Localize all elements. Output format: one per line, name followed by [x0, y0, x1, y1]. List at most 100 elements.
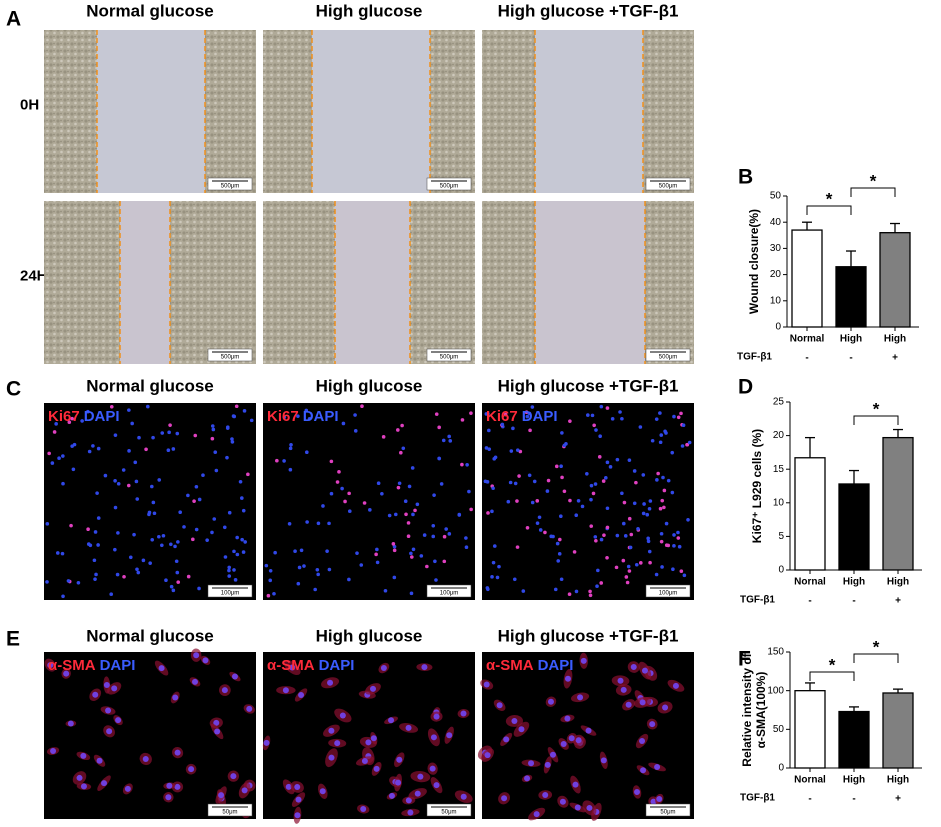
nucleus — [212, 517, 217, 521]
micrograph — [263, 652, 475, 819]
y-tick-label: 150 — [767, 647, 784, 658]
nucleus — [374, 552, 378, 557]
nucleus — [400, 423, 404, 428]
nucleus — [496, 702, 503, 709]
nucleus — [396, 756, 403, 763]
nucleus — [559, 514, 563, 519]
nucleus — [67, 720, 74, 727]
y-tick-label: 50 — [773, 724, 785, 735]
nucleus — [568, 498, 572, 503]
nucleus — [268, 578, 273, 583]
stain-label: Ki67 DAPI — [48, 408, 120, 425]
nucleus — [235, 535, 239, 540]
nucleus — [486, 587, 490, 592]
nucleus — [634, 788, 641, 795]
nucleus — [484, 446, 489, 450]
nucleus — [599, 404, 604, 409]
nucleus — [567, 592, 572, 597]
nucleus — [535, 521, 540, 525]
nucleus — [113, 505, 118, 510]
nucleus — [178, 510, 182, 515]
nucleus — [115, 572, 120, 577]
nucleus — [487, 447, 492, 451]
nucleus — [106, 728, 113, 735]
y-tick-label: 15 — [773, 464, 785, 475]
nucleus — [411, 547, 416, 552]
nucleus — [161, 533, 166, 538]
stain-dapi: DAPI — [522, 408, 558, 425]
stain-label: α-SMA DAPI — [486, 657, 573, 674]
nucleus — [560, 431, 564, 435]
nucleus — [142, 755, 149, 762]
nucleus — [564, 442, 568, 446]
nucleus — [294, 812, 301, 819]
nucleus — [293, 549, 297, 554]
nucleus — [321, 504, 325, 508]
nucleus — [595, 584, 599, 589]
nucleus — [341, 421, 346, 426]
treatment-label: TGF-β1 — [740, 595, 775, 606]
nucleus — [302, 564, 306, 568]
nucleus — [174, 749, 181, 756]
nucleus — [193, 433, 198, 438]
nucleus — [273, 550, 277, 555]
nucleus — [362, 501, 367, 505]
scale-bar-label: 500μm — [440, 355, 458, 361]
nucleus — [109, 404, 114, 409]
nucleus — [599, 581, 604, 585]
nucleus — [376, 481, 381, 486]
nucleus — [495, 575, 500, 580]
nucleus — [597, 455, 602, 459]
nucleus — [230, 773, 237, 780]
nucleus — [682, 573, 687, 578]
nucleus — [383, 588, 388, 593]
panel-label: C — [6, 378, 21, 401]
nucleus — [486, 411, 490, 416]
nucleus — [194, 484, 199, 489]
nucleus — [521, 589, 526, 593]
nucleus — [576, 498, 581, 503]
nucleus — [660, 565, 664, 569]
nucleus — [554, 464, 559, 469]
nucleus — [50, 461, 55, 465]
nucleus — [395, 779, 402, 786]
nucleus — [222, 525, 227, 530]
nucleus — [243, 540, 247, 544]
nucleus — [547, 698, 554, 705]
nucleus — [659, 531, 664, 536]
nucleus — [447, 532, 452, 536]
nucleus — [396, 428, 400, 432]
nucleus — [625, 701, 632, 708]
nucleus — [546, 478, 551, 483]
x-tick-label: Nornal — [794, 577, 826, 588]
nucleus — [392, 575, 397, 580]
wound-area — [335, 201, 410, 364]
nucleus — [174, 783, 181, 790]
nucleus — [136, 570, 141, 575]
nucleus — [617, 677, 624, 684]
nucleus — [564, 675, 571, 682]
nucleus — [92, 691, 99, 698]
nucleus — [589, 524, 594, 528]
nucleus — [128, 555, 133, 560]
nucleus — [115, 717, 122, 724]
nucleus — [545, 489, 550, 493]
treatment-sign: + — [895, 794, 901, 805]
column-header: Normal glucose — [86, 376, 214, 395]
nucleus — [373, 765, 380, 772]
nucleus — [630, 664, 637, 671]
nucleus — [511, 426, 515, 431]
nucleus — [147, 512, 151, 517]
nucleus — [486, 511, 490, 515]
nucleus — [666, 478, 671, 483]
nucleus — [109, 592, 114, 597]
nucleus — [681, 423, 686, 428]
nucleus — [268, 569, 273, 573]
x-tick-label: High — [843, 775, 865, 786]
nucleus — [316, 572, 320, 577]
nucleus — [69, 523, 73, 528]
scale-bar-label: 50μm — [441, 810, 456, 816]
nucleus — [132, 532, 136, 537]
nucleus — [52, 430, 57, 434]
nucleus — [464, 545, 469, 550]
